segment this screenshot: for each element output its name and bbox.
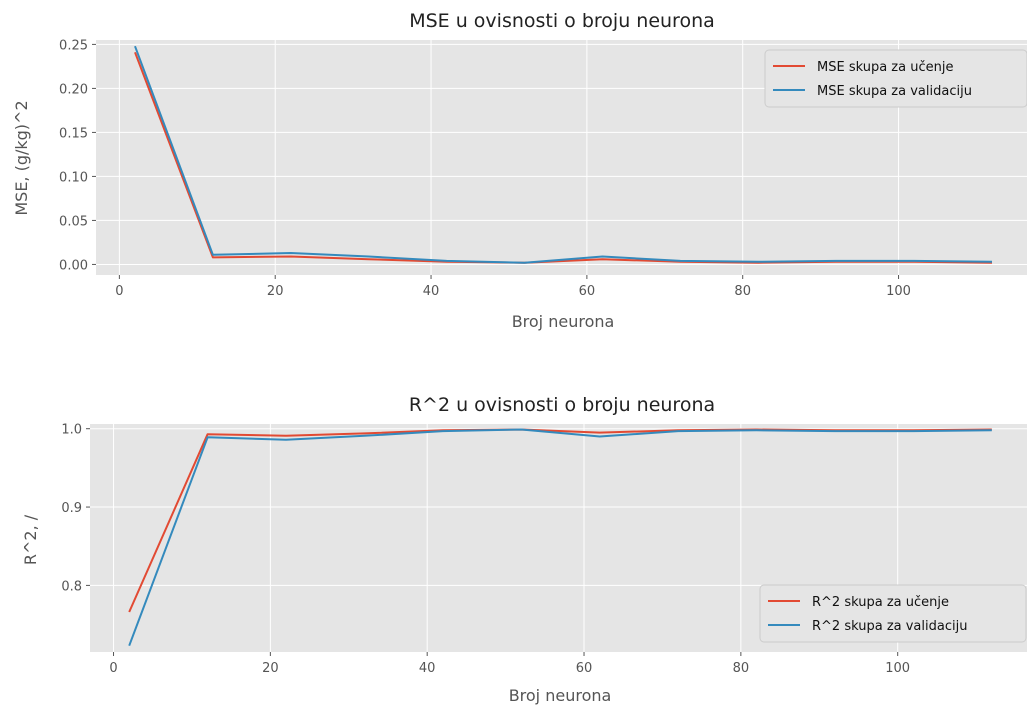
x-ticks: 0 20 40 60 80 100 [109,652,910,676]
legend-label-val: R^2 skupa za validaciju [812,619,967,634]
y-tick-label: 0.05 [59,214,88,229]
y-tick-label: 0.15 [59,126,88,141]
y-tick-label: 1.0 [61,423,82,438]
x-tick-label: 0 [115,284,123,299]
x-tick-label: 100 [885,661,910,676]
chart-title: MSE u ovisnosti o broju neurona [409,10,715,32]
series-lines [134,45,993,264]
series-line-val [134,45,993,264]
x-tick-label: 20 [262,661,279,676]
r2-chart: R^2 u ovisnosti o broju neurona 0 20 40 60 8… [21,394,1027,705]
mse-chart: MSE u ovisnosti o broju neurona 0 20 40 60 8… [12,10,1027,331]
y-axis-label: R^2, / [21,514,40,565]
legend-label-train: R^2 skupa za učenje [812,595,949,610]
series-lines [128,428,992,647]
legend-label-train: MSE skupa za učenje [817,60,953,75]
x-tick-label: 40 [423,284,440,299]
y-tick-label: 0.00 [59,258,88,273]
x-tick-label: 60 [576,661,593,676]
y-ticks: 0.8 0.9 1.0 [61,423,90,594]
y-tick-label: 0.10 [59,170,88,185]
y-tick-label: 0.25 [59,38,88,53]
x-axis-label: Broj neurona [509,686,612,705]
x-ticks: 0 20 40 60 80 100 [115,275,911,299]
x-tick-label: 20 [267,284,284,299]
y-tick-label: 0.8 [61,579,82,594]
x-axis-label: Broj neurona [512,312,615,331]
y-tick-label: 0.20 [59,82,88,97]
x-tick-label: 80 [733,661,750,676]
legend: MSE skupa za učenje MSE skupa za validac… [764,49,1027,108]
x-tick-label: 100 [886,284,911,299]
y-ticks: 0.00 0.05 0.10 0.15 0.20 0.25 [59,38,96,273]
legend-label-val: MSE skupa za validaciju [817,84,972,99]
x-tick-label: 0 [109,661,117,676]
x-tick-label: 80 [734,284,751,299]
series-line-val [128,428,992,647]
chart-title: R^2 u ovisnosti o broju neurona [409,394,715,416]
legend-box [764,49,1027,108]
x-tick-label: 40 [419,661,436,676]
y-axis-label: MSE, (g/kg)^2 [12,100,31,215]
x-tick-label: 60 [579,284,596,299]
y-tick-label: 0.9 [61,501,82,516]
legend-box [759,584,1027,643]
legend: R^2 skupa za učenje R^2 skupa za validac… [759,584,1027,643]
grid [90,424,1027,652]
